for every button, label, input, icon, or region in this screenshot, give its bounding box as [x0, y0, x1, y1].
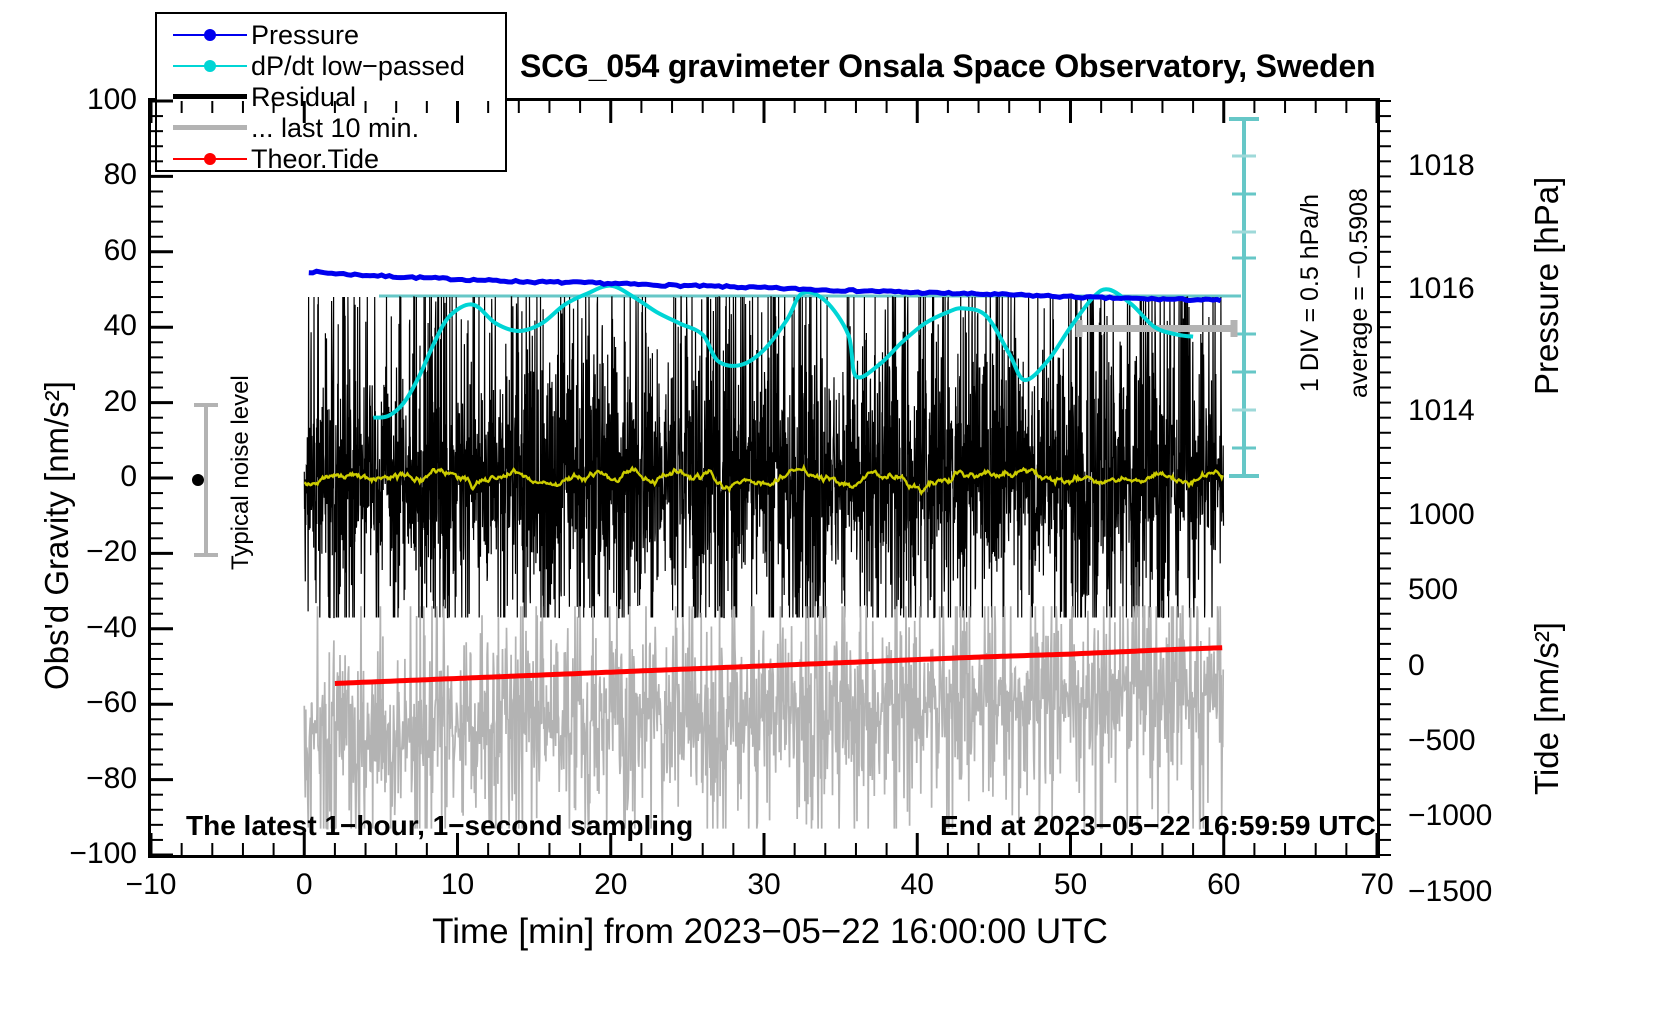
right-tide-tick-label: 0 [1408, 648, 1425, 682]
legend-item-tide[interactable]: Theor.Tide [157, 144, 505, 174]
right-tide-tick-label: −1500 [1408, 874, 1493, 908]
legend-item-dpdt[interactable]: dP/dt low−passed [157, 51, 505, 81]
footer-note-right: End at 2023−05−22 16:59:59 UTC [940, 810, 1376, 841]
right-tide-tick-label: 500 [1408, 573, 1459, 607]
bottom-tick-label: 70 [1360, 868, 1394, 901]
bottom-tick-label: 30 [747, 868, 781, 901]
left-tick-label: −20 [86, 535, 137, 569]
left-axis-title: Obs'd Gravity [nm/s²] [38, 381, 75, 690]
typical-noise-level-label: Typical noise level [227, 375, 254, 570]
left-tick-label: 60 [103, 233, 137, 267]
bottom-tick-label: 60 [1207, 868, 1241, 901]
chart-title: SCG_054 gravimeter Onsala Space Observat… [520, 48, 1376, 84]
legend-marker-dot [204, 29, 216, 41]
right-axis-tickmarks [1380, 100, 1391, 856]
bottom-axis-title: Time [min] from 2023−05−22 16:00:00 UTC [432, 912, 1108, 951]
legend-marker-dot [204, 153, 216, 165]
right-pressure-axis-title: Pressure [hPa] [1528, 176, 1565, 395]
legend-swatch [169, 113, 251, 143]
legend-label: Residual [251, 81, 357, 112]
legend-item-residual[interactable]: Residual [157, 82, 505, 112]
left-tick-label: 80 [103, 158, 137, 192]
right-tide-tick-label: −500 [1408, 723, 1476, 757]
bottom-tick-label: 40 [900, 868, 934, 901]
legend-label: Theor.Tide [251, 143, 380, 174]
plot-svg [303, 117, 1259, 830]
legend-label: ... last 10 min. [251, 112, 420, 143]
bottom-tick-label: 0 [295, 868, 313, 901]
right-pressure-tick-label: 1016 [1408, 271, 1475, 305]
average-label: average = −0.5908 [1345, 188, 1373, 398]
left-tick-label: −80 [86, 761, 137, 795]
series-theor-tide [334, 645, 1223, 686]
scale-div-label: 1 DIV = 0.5 hPa/h [1296, 193, 1324, 392]
series-residual [303, 296, 1225, 619]
legend-swatch [169, 82, 251, 112]
legend-swatch [169, 51, 251, 81]
bottom-tick-label: 20 [594, 868, 628, 901]
series-dpdt [372, 283, 1194, 420]
typical-noise-errorbar [192, 403, 218, 557]
legend-marker-dot [204, 60, 216, 72]
left-tick-label: −100 [69, 837, 137, 870]
left-tick-label: 40 [103, 309, 137, 343]
series-last-10-min [303, 605, 1225, 830]
right-pressure-tick-label: 1014 [1408, 394, 1475, 428]
bottom-tick-label: 10 [440, 868, 475, 901]
bottom-tick-label: 50 [1053, 868, 1088, 901]
legend-label: Pressure [251, 19, 360, 50]
right-tide-tick-label: −1000 [1408, 799, 1493, 833]
footer-note-left: The latest 1−hour, 1−second sampling [186, 810, 694, 841]
chart-legend: Pressure dP/dt low−passed Residual... last… [155, 12, 507, 172]
left-tick-label: −40 [86, 610, 137, 644]
legend-item-pressure[interactable]: Pressure [157, 20, 505, 50]
left-tick-label: −60 [86, 686, 137, 720]
right-pressure-tick-label: 1018 [1408, 148, 1475, 182]
series-pressure [308, 268, 1222, 304]
left-tick-label: 20 [103, 384, 137, 418]
legend-swatch [169, 144, 251, 174]
dpdt-scale-bar [1229, 117, 1259, 478]
right-tide-tick-label: 1000 [1408, 497, 1475, 531]
series-residual-smoothed [303, 463, 1224, 497]
legend-item-last10[interactable]: ... last 10 min. [157, 113, 505, 143]
left-tick-label: 100 [86, 83, 137, 116]
legend-swatch [169, 20, 251, 50]
right-tide-axis-title: Tide [nm/s²] [1528, 622, 1565, 795]
bottom-tick-label: −10 [125, 868, 177, 901]
left-tick-label: 0 [120, 460, 137, 493]
legend-label: dP/dt low−passed [251, 50, 465, 81]
plot-area [148, 98, 1380, 858]
